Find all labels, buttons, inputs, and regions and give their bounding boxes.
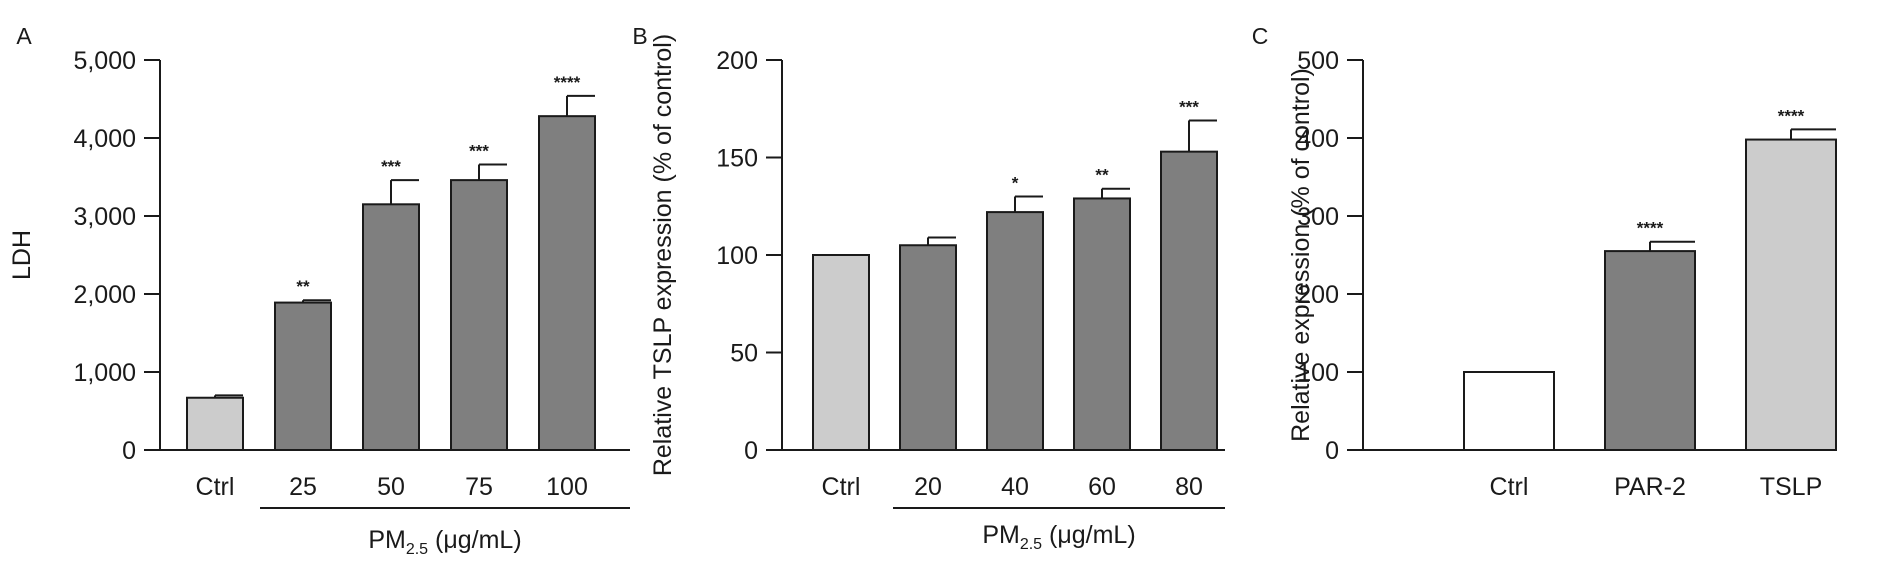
significance-label: **** (554, 73, 581, 92)
panel-b: B 0 50 100 150 200 Relative TSLP expression (%… (632, 23, 1225, 553)
bar (986, 211, 1044, 451)
bar (1463, 371, 1555, 451)
significance-label: ** (296, 277, 310, 296)
significance-label: **** (1637, 219, 1664, 238)
y-tick-label: 100 (716, 242, 758, 270)
y-tick-label: 0 (122, 437, 136, 465)
panel-a: A 0 1,000 2,000 3,000 4,000 5,000 LDH Ctrl ** 25 **… (8, 23, 630, 558)
group-label: PM2.5 (μg/mL) (368, 526, 521, 558)
bar (274, 301, 332, 451)
group-label-subscript: 2.5 (406, 541, 428, 558)
panel-label: A (16, 23, 32, 49)
group-label-subscript: 2.5 (1020, 536, 1042, 553)
y-axis-label: Relative expression (% of control) (1287, 68, 1315, 442)
group-label-main: PM (368, 526, 406, 554)
bar (1604, 250, 1696, 451)
x-tick-label: Ctrl (822, 473, 861, 501)
y-tick-label: 50 (730, 340, 758, 368)
x-tick-label: 25 (289, 473, 317, 501)
x-tick-label: 50 (377, 473, 405, 501)
significance-label: *** (1179, 97, 1199, 116)
significance-label: **** (1778, 106, 1805, 125)
x-tick-label: Ctrl (196, 473, 235, 501)
y-tick-label: 1,000 (73, 359, 136, 387)
significance-label: * (1012, 174, 1019, 193)
y-tick-label: 500 (1297, 47, 1339, 75)
x-tick-label: PAR-2 (1614, 473, 1686, 501)
bar (1745, 138, 1837, 451)
y-tick-label: 200 (1297, 281, 1339, 309)
group-label-main: PM (982, 521, 1020, 549)
x-tick-label: 100 (546, 473, 588, 501)
bar (362, 203, 420, 451)
x-tick-label: TSLP (1760, 473, 1823, 501)
x-tick-label: 75 (465, 473, 493, 501)
y-tick-label: 300 (1297, 203, 1339, 231)
y-tick-label: 4,000 (73, 125, 136, 153)
y-tick-label: 100 (1297, 359, 1339, 387)
panel-label: C (1252, 23, 1269, 49)
y-axis-label: Relative TSLP expression (% of control) (649, 34, 677, 476)
bar (1073, 197, 1131, 451)
bar (186, 396, 244, 451)
y-tick-label: 3,000 (73, 203, 136, 231)
significance-label: ** (1095, 166, 1109, 185)
y-tick-label: 200 (716, 47, 758, 75)
x-tick-label: 60 (1088, 473, 1116, 501)
x-tick-label: Ctrl (1490, 473, 1529, 501)
y-tick-label: 0 (744, 437, 758, 465)
bar (538, 115, 596, 451)
group-label: PM2.5 (μg/mL) (982, 521, 1135, 553)
group-label-suffix: (μg/mL) (428, 526, 522, 554)
significance-label: *** (381, 157, 401, 176)
y-tick-label: 5,000 (73, 47, 136, 75)
x-tick-label: 20 (914, 473, 942, 501)
y-tick-label: 2,000 (73, 281, 136, 309)
x-tick-label: 80 (1175, 473, 1203, 501)
bar (1160, 150, 1218, 451)
x-tick-label: 40 (1001, 473, 1029, 501)
y-tick-label: 400 (1297, 125, 1339, 153)
y-tick-label: 0 (1325, 437, 1339, 465)
panel-label: B (632, 23, 647, 49)
y-tick-label: 150 (716, 145, 758, 173)
bar (812, 254, 870, 451)
group-label-suffix: (μg/mL) (1042, 521, 1136, 549)
significance-label: *** (469, 142, 489, 161)
y-axis-label: LDH (8, 230, 36, 280)
bar (450, 179, 508, 451)
bar (899, 244, 957, 451)
